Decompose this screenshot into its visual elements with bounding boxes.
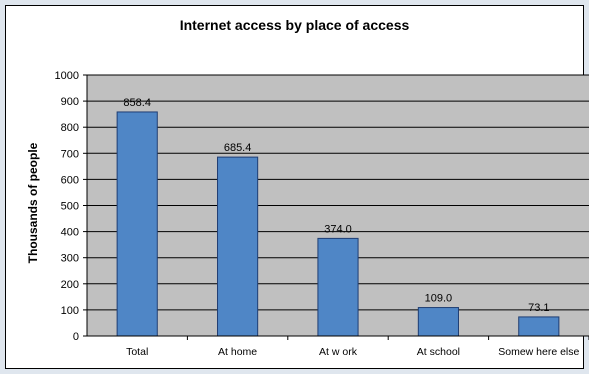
x-category-label: Total	[126, 346, 148, 358]
y-tick-label: 200	[61, 279, 79, 291]
x-category-label: At w ork	[319, 346, 358, 358]
data-label: 73.1	[528, 302, 549, 314]
gridlines	[87, 74, 589, 311]
chart-title: Internet access by place of access	[179, 17, 410, 33]
y-tick-label: 1000	[55, 70, 79, 82]
data-labels: 858.4 685.4 374.0 109.0 73.1	[123, 97, 549, 314]
y-tick-label: 600	[61, 174, 79, 186]
x-axis-categories: Total At home At w ork At school Somew here …	[126, 336, 589, 358]
y-tick-label: 900	[61, 96, 79, 108]
bars	[116, 111, 560, 337]
x-category-label: Somew here else	[498, 346, 579, 358]
x-category-label: At school	[417, 346, 460, 358]
y-tick-label: 100	[61, 305, 79, 317]
bar	[417, 307, 459, 337]
y-tick-label: 0	[73, 331, 79, 343]
y-tick-label: 800	[61, 122, 79, 134]
y-tick-label: 700	[61, 148, 79, 160]
bar	[116, 111, 158, 337]
y-tick-label: 300	[61, 253, 79, 265]
y-tick-label: 400	[61, 227, 79, 239]
y-tick-label: 500	[61, 201, 79, 213]
data-label: 858.4	[123, 97, 151, 109]
data-label: 374.0	[324, 223, 352, 235]
bar	[217, 156, 259, 337]
data-label: 109.0	[425, 293, 453, 305]
x-category-label: At home	[218, 346, 257, 358]
bar	[317, 237, 359, 337]
data-label: 685.4	[224, 142, 252, 154]
bar	[518, 316, 560, 337]
y-axis-ticks: 0 100 200 300 400 500 600 700 800 900 1000	[55, 70, 87, 343]
